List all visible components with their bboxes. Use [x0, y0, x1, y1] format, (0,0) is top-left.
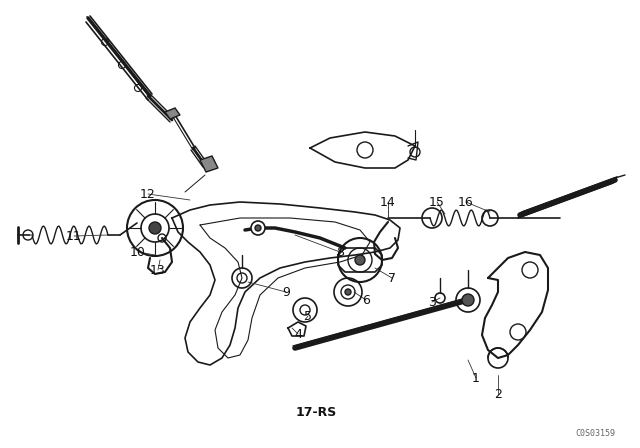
Polygon shape: [200, 156, 218, 172]
Text: 13: 13: [150, 263, 166, 276]
Text: 10: 10: [130, 246, 146, 258]
Text: 17-RS: 17-RS: [296, 405, 337, 418]
Text: 14: 14: [380, 195, 396, 208]
Text: 7: 7: [388, 271, 396, 284]
Text: 5: 5: [304, 310, 312, 323]
Circle shape: [355, 255, 365, 265]
Circle shape: [255, 225, 261, 231]
Circle shape: [203, 158, 215, 170]
Text: 6: 6: [362, 293, 370, 306]
Circle shape: [149, 222, 161, 234]
Circle shape: [462, 294, 474, 306]
Text: 12: 12: [140, 188, 156, 201]
Circle shape: [345, 289, 351, 295]
Text: 11: 11: [66, 229, 82, 242]
Text: 15: 15: [429, 195, 445, 208]
Text: 3: 3: [428, 296, 436, 309]
Text: C0S03159: C0S03159: [575, 429, 615, 438]
Text: 9: 9: [282, 285, 290, 298]
Text: 2: 2: [494, 388, 502, 401]
Polygon shape: [165, 108, 180, 119]
Text: 8: 8: [336, 246, 344, 258]
Circle shape: [251, 221, 265, 235]
Text: 4: 4: [294, 327, 302, 340]
Text: 1: 1: [472, 371, 480, 384]
Text: 16: 16: [458, 195, 474, 208]
